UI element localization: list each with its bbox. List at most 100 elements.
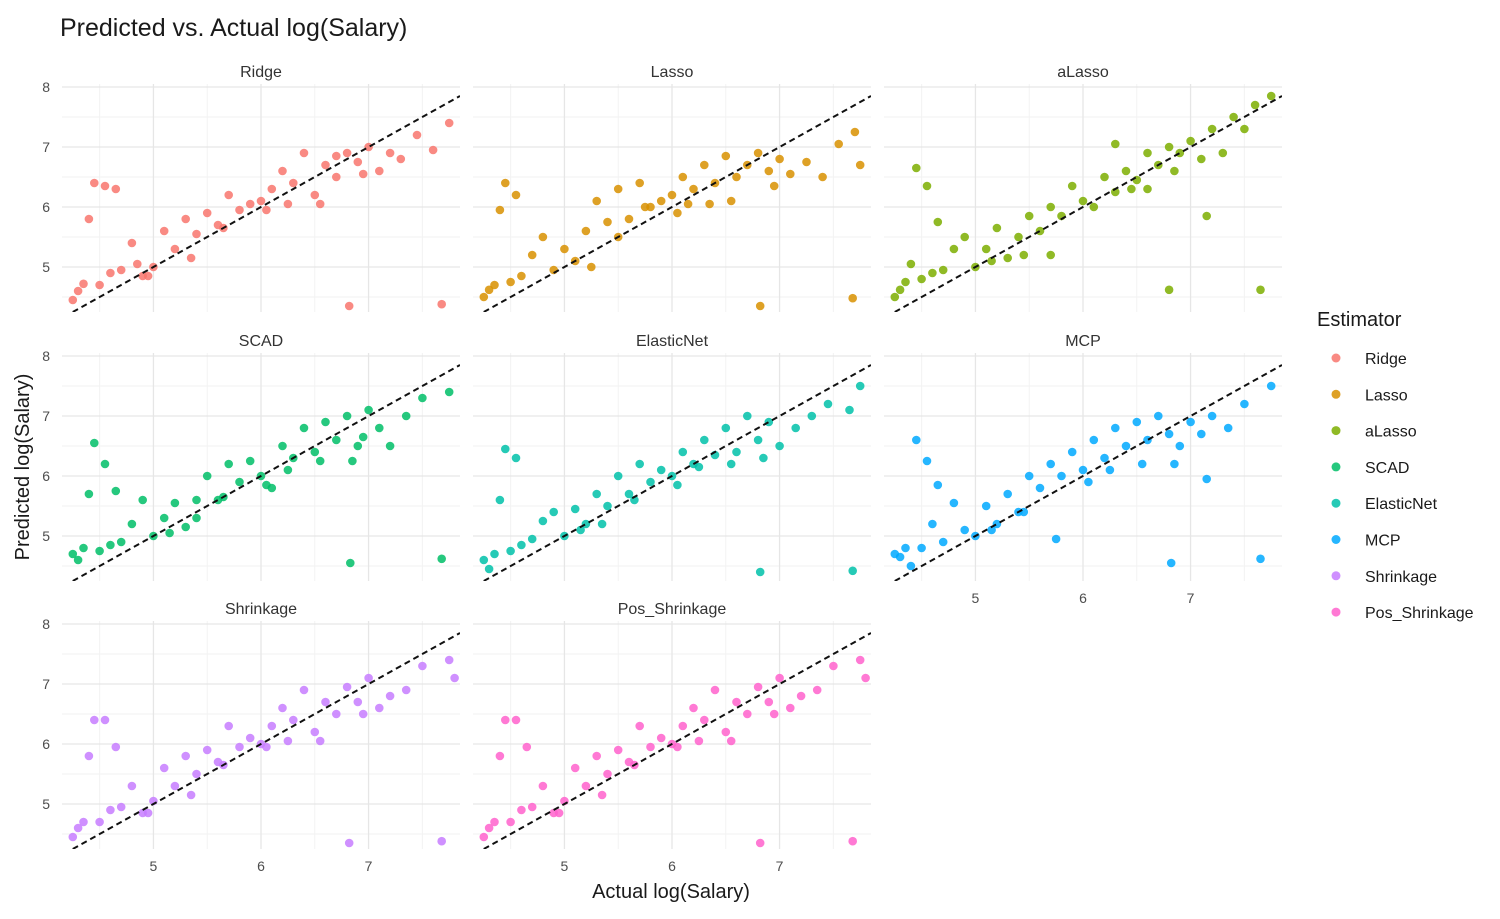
y-tick-label: 8 <box>42 79 50 95</box>
data-point <box>375 703 384 713</box>
points-shrinkage <box>68 655 459 848</box>
data-point <box>1266 91 1276 101</box>
data-point <box>1202 211 1211 221</box>
data-point <box>192 513 201 523</box>
strip-label-shrinkage: Shrinkage <box>225 601 297 618</box>
y-tick-label: 8 <box>42 616 50 632</box>
data-point <box>256 196 266 206</box>
data-point <box>981 501 991 511</box>
data-point <box>1084 477 1093 487</box>
data-point <box>138 495 147 505</box>
data-point <box>299 685 309 695</box>
data-point <box>538 781 548 791</box>
legend-title: Estimator <box>1317 309 1402 331</box>
data-point <box>775 441 784 451</box>
legend-label-pos-shrinkage: Pos_Shrinkage <box>1365 605 1474 622</box>
data-point <box>344 838 354 848</box>
data-point <box>224 459 233 469</box>
data-point <box>165 528 174 538</box>
y-tick-label: 6 <box>42 468 50 484</box>
data-point <box>133 259 142 269</box>
data-point <box>385 148 395 158</box>
points-ridge <box>68 118 454 311</box>
data-point <box>1250 100 1260 110</box>
data-point <box>678 721 688 731</box>
data-point <box>581 226 591 236</box>
data-point <box>111 486 121 496</box>
legend-label-ridge: Ridge <box>1365 351 1407 368</box>
data-point <box>100 459 110 469</box>
data-point <box>299 148 309 158</box>
data-point <box>159 763 169 773</box>
data-point <box>1089 435 1099 445</box>
reference-line <box>72 364 460 581</box>
data-point <box>673 208 682 218</box>
data-point <box>1164 142 1174 152</box>
x-tick-label: 5 <box>561 858 569 874</box>
reference-line <box>483 95 871 312</box>
data-point <box>364 142 373 152</box>
data-point <box>848 566 857 576</box>
data-point <box>928 519 937 529</box>
data-point <box>484 823 494 833</box>
reference-line <box>72 95 460 312</box>
data-point <box>506 817 515 827</box>
panel-ridge: Ridge 5 6 7 8 <box>42 64 460 312</box>
data-point <box>315 736 325 746</box>
data-point <box>479 832 489 842</box>
data-point <box>906 259 916 269</box>
data-point <box>111 184 121 194</box>
data-point <box>358 709 368 719</box>
data-point <box>635 721 644 731</box>
data-point <box>570 504 580 514</box>
data-point <box>495 495 505 505</box>
data-point <box>506 277 515 287</box>
data-point <box>667 190 677 200</box>
data-point <box>705 199 714 209</box>
data-point <box>100 715 110 725</box>
data-point <box>791 423 800 433</box>
data-point <box>106 268 115 278</box>
data-point <box>1240 399 1249 409</box>
data-point <box>170 781 180 791</box>
data-point <box>100 181 110 191</box>
data-point <box>581 781 591 791</box>
data-point <box>245 456 255 466</box>
data-point <box>949 244 959 254</box>
data-point <box>656 465 666 475</box>
data-point <box>1014 232 1023 242</box>
data-point <box>700 160 709 170</box>
data-point <box>1100 172 1109 182</box>
data-point <box>490 549 499 559</box>
data-point <box>987 525 996 535</box>
legend: Estimator Ridge Lasso aLasso SCAD ElasticNet… <box>1317 309 1474 622</box>
y-tick-label: 7 <box>42 408 50 424</box>
panel-mcp: MCP 5 6 7 <box>884 333 1282 606</box>
data-point <box>901 277 910 287</box>
data-point <box>116 537 126 547</box>
data-point <box>401 411 411 421</box>
points-scad <box>68 387 454 568</box>
data-point <box>646 477 655 487</box>
data-point <box>753 435 763 445</box>
data-point <box>202 208 212 218</box>
data-point <box>721 727 731 737</box>
legend-key-alasso <box>1331 426 1341 436</box>
data-point <box>1121 441 1131 451</box>
data-point <box>348 456 357 466</box>
legend-label-lasso: Lasso <box>1365 387 1408 404</box>
data-point <box>1175 441 1185 451</box>
data-point <box>527 250 537 260</box>
data-point <box>353 441 363 451</box>
data-point <box>775 673 784 683</box>
data-point <box>127 519 137 529</box>
data-point <box>912 163 921 173</box>
data-point <box>901 543 910 553</box>
data-point <box>501 715 510 725</box>
data-point <box>1105 465 1115 475</box>
data-point <box>332 172 341 182</box>
data-point <box>116 802 126 812</box>
data-point <box>673 742 682 752</box>
strip-label-lasso: Lasso <box>651 64 694 81</box>
